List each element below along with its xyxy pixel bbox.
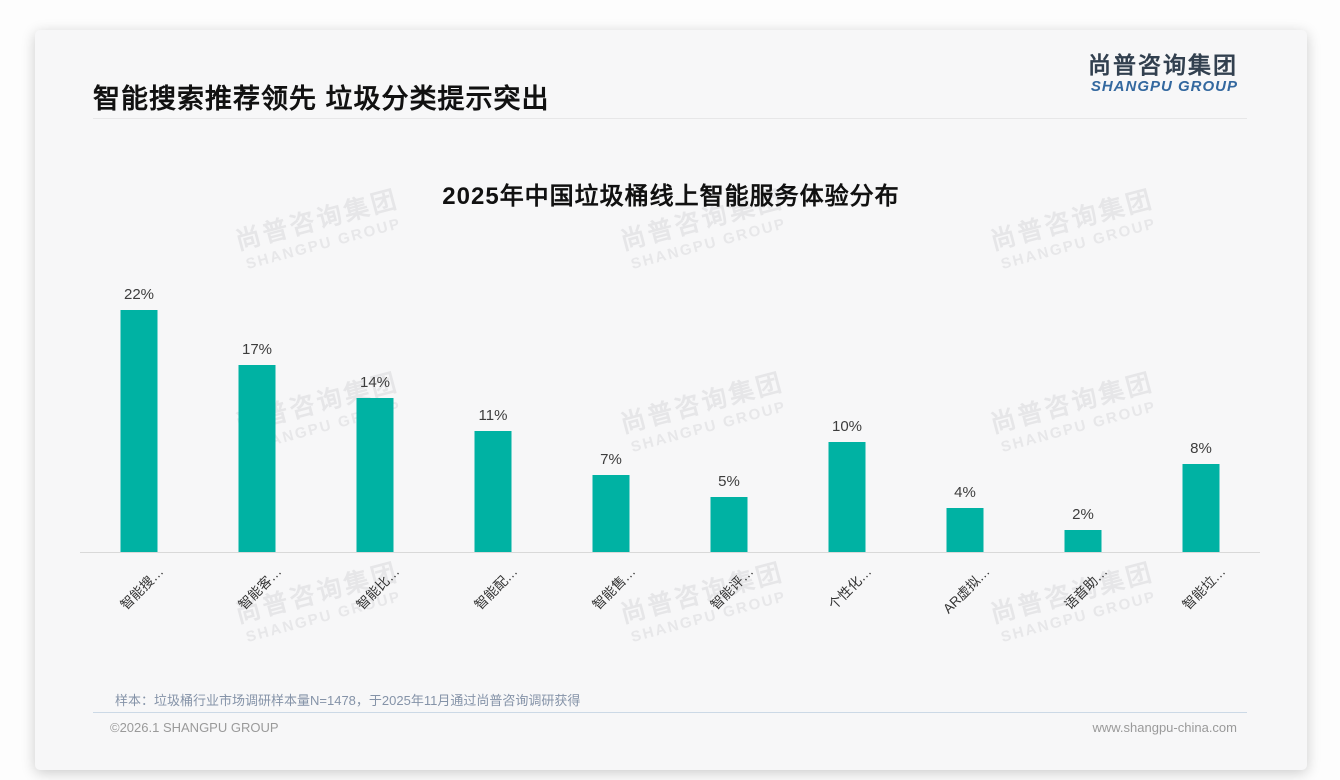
company-logo: 尚普咨询集团 SHANGPU GROUP <box>1088 52 1238 96</box>
x-tick-slot: 智能客… <box>198 553 316 653</box>
x-tick-slot: 语音助… <box>1024 553 1142 653</box>
bar-8 <box>946 508 984 552</box>
x-tick-label: 智能客… <box>235 563 285 613</box>
bar-3 <box>356 398 394 552</box>
bar-slot: 2% <box>1024 280 1142 552</box>
bar-value-label: 4% <box>954 484 976 501</box>
bar-slot: 10% <box>788 280 906 552</box>
logo-english-text: SHANGPU GROUP <box>1090 78 1238 96</box>
bar-4 <box>474 431 512 552</box>
bar-2 <box>238 365 276 552</box>
bar-slot: 22% <box>80 280 198 552</box>
bar-value-label: 2% <box>1072 506 1094 523</box>
watermark-en-text: SHANGPU GROUP <box>629 215 789 274</box>
x-tick-slot: 智能垃… <box>1142 553 1260 653</box>
footer-website: www.shangpu-china.com <box>1092 720 1237 735</box>
logo-chinese-text: 尚普咨询集团 <box>1088 52 1238 78</box>
x-tick-label: 智能评… <box>707 563 757 613</box>
bar-chart-plot-area: 22% 17% 14% 11% 7% 5% 10% 4% 2% 8% <box>80 280 1260 552</box>
x-tick-label: 个性化… <box>825 563 875 613</box>
bar-value-label: 14% <box>359 374 391 391</box>
bar-7 <box>828 442 866 552</box>
x-tick-slot: 智能搜… <box>80 553 198 653</box>
bar-value-label: 22% <box>123 286 155 303</box>
x-tick-label: AR虚拟… <box>939 563 993 617</box>
footer-divider <box>93 712 1247 713</box>
x-tick-label: 智能垃… <box>1179 563 1229 613</box>
bar-slot: 11% <box>434 280 552 552</box>
x-tick-label: 语音助… <box>1061 563 1111 613</box>
page-title: 智能搜索推荐领先 垃圾分类提示突出 <box>93 84 550 114</box>
bar-slot: 5% <box>670 280 788 552</box>
x-tick-label: 智能搜… <box>117 563 167 613</box>
chart-title: 2025年中国垃圾桶线上智能服务体验分布 <box>442 183 900 210</box>
watermark-en-text: SHANGPU GROUP <box>999 215 1159 274</box>
x-tick-label: 智能售… <box>589 563 639 613</box>
bar-slot: 17% <box>198 280 316 552</box>
x-tick-slot: 智能比… <box>316 553 434 653</box>
bar-value-label: 7% <box>600 451 622 468</box>
bar-10 <box>1182 464 1220 552</box>
header-divider <box>93 118 1247 119</box>
bar-value-label: 5% <box>718 473 740 490</box>
bar-value-label: 11% <box>478 407 508 424</box>
bar-slot: 8% <box>1142 280 1260 552</box>
x-tick-label: 智能比… <box>353 563 403 613</box>
bar-9 <box>1064 530 1102 552</box>
bar-slot: 4% <box>906 280 1024 552</box>
x-tick-label: 智能配… <box>471 563 521 613</box>
bar-value-label: 10% <box>831 418 863 435</box>
bar-slot: 7% <box>552 280 670 552</box>
bar-value-label: 8% <box>1190 440 1212 457</box>
x-axis-labels: 智能搜… 智能客… 智能比… 智能配… 智能售… 智能评… 个性化… AR虚拟… 语音助… 智能垃… <box>80 553 1260 653</box>
sample-note: 样本：垃圾桶行业市场调研样本量N=1478，于2025年11月通过尚普咨询调研获… <box>115 693 581 708</box>
bar-5 <box>592 475 630 552</box>
bar-1 <box>120 310 158 552</box>
watermark-en-text: SHANGPU GROUP <box>244 215 404 274</box>
x-axis-line <box>80 552 1260 553</box>
footer-copyright: ©2026.1 SHANGPU GROUP <box>110 720 279 735</box>
bar-value-label: 17% <box>241 341 273 358</box>
x-tick-slot: 智能配… <box>434 553 552 653</box>
bar-6 <box>710 497 748 552</box>
x-tick-slot: 个性化… <box>788 553 906 653</box>
x-tick-slot: AR虚拟… <box>906 553 1024 653</box>
bar-slot: 14% <box>316 280 434 552</box>
x-tick-slot: 智能售… <box>552 553 670 653</box>
slide-card: 智能搜索推荐领先 垃圾分类提示突出 尚普咨询集团 SHANGPU GROUP 尚… <box>35 30 1307 770</box>
x-tick-slot: 智能评… <box>670 553 788 653</box>
